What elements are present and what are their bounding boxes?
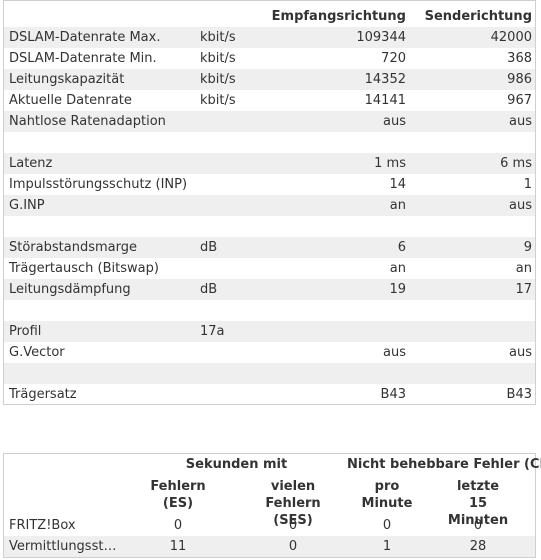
row-downstream-value: 19 — [389, 282, 406, 297]
table-row: DSLAM-Datenrate Max. kbit/s 109344 42000 — [4, 27, 535, 48]
group-header-crc: Nicht behebbare Fehler (CRC) — [347, 457, 541, 472]
row-upstream-value: 9 — [523, 240, 532, 255]
row-label: Profil — [9, 324, 42, 339]
cell-ses: 0 — [288, 518, 298, 533]
table-row: G.Vector aus aus — [4, 342, 535, 363]
table-row: Profil 17a — [4, 321, 535, 342]
row-downstream-value: 720 — [381, 51, 406, 66]
row-unit: kbit/s — [200, 30, 236, 45]
table-row — [4, 363, 535, 384]
row-unit: 17a — [200, 324, 225, 339]
cell-es: 11 — [169, 539, 187, 554]
row-upstream-value: aus — [509, 345, 532, 360]
row-unit: kbit/s — [200, 51, 236, 66]
row-upstream-value: 967 — [507, 93, 532, 108]
dsl-info-table: Empfangsrichtung Senderichtung DSLAM-Dat… — [3, 0, 536, 405]
row-upstream-value: 42000 — [490, 30, 532, 45]
col-header-pro-line2: Minute — [361, 496, 413, 511]
row-unit: kbit/s — [200, 72, 236, 87]
row-label: G.Vector — [9, 345, 65, 360]
table-row: Vermittlungsstelle 11 0 1 28 — [4, 536, 535, 557]
row-unit: kbit/s — [200, 93, 236, 108]
row-upstream-value: 17 — [515, 282, 532, 297]
table-row: Trägersatz B43 B43 — [4, 384, 535, 405]
table-row: FRITZ!Box 0 0 0 0 — [4, 515, 535, 536]
row-upstream-value: an — [515, 261, 532, 276]
cell-ses: 0 — [288, 539, 298, 554]
cell-crc-per-minute: 1 — [382, 539, 392, 554]
row-downstream-value: an — [389, 261, 406, 276]
row-label: Trägertausch (Bitswap) — [9, 261, 159, 276]
row-upstream-value: 6 ms — [500, 156, 532, 171]
dsl-table-header: Empfangsrichtung Senderichtung — [4, 6, 535, 27]
row-upstream-value: 986 — [507, 72, 532, 87]
header-upstream: Senderichtung — [424, 9, 532, 24]
row-label: Nahtlose Ratenadaption — [9, 114, 166, 129]
table-row — [4, 132, 535, 153]
row-label: Störabstandsmarge — [9, 240, 137, 255]
col-header-ses-line2: Fehlern (SES) — [265, 496, 321, 528]
table-row: Latenz 1 ms 6 ms — [4, 153, 535, 174]
row-label: Leitungsdämpfung — [9, 282, 131, 297]
row-upstream-value: aus — [509, 198, 532, 213]
cell-crc-last-15-min: 28 — [469, 539, 487, 554]
error-counter-table: Sekunden mit Nicht behebbare Fehler (CRC… — [3, 453, 541, 558]
row-upstream-value: B43 — [506, 387, 532, 402]
row-label: Latenz — [9, 156, 53, 171]
col-header-es: Fehlern (ES) — [150, 479, 206, 511]
row-downstream-value: B43 — [380, 387, 406, 402]
group-header-seconds: Sekunden mit — [185, 457, 288, 472]
row-downstream-value: aus — [383, 114, 406, 129]
row-label: Leitungskapazität — [9, 72, 125, 87]
row-label: Impulsstörungsschutz (INP) — [9, 177, 188, 192]
row-upstream-value: 1 — [523, 177, 532, 192]
cell-crc-last-15-min: 0 — [473, 518, 483, 533]
cell-es: 0 — [173, 518, 183, 533]
table-row: Aktuelle Datenrate kbit/s 14141 967 — [4, 90, 535, 111]
header-downstream: Empfangsrichtung — [271, 9, 406, 24]
row-downstream-value: 1 ms — [374, 156, 406, 171]
col-header-last-line1: letzte — [456, 479, 500, 494]
table-row: Störabstandsmarge dB 6 9 — [4, 237, 535, 258]
row-label: G.INP — [9, 198, 45, 213]
row-label: DSLAM-Datenrate Max. — [9, 30, 161, 45]
row-label: FRITZ!Box — [9, 518, 76, 533]
row-label: Aktuelle Datenrate — [9, 93, 132, 108]
table-row: Nahtlose Ratenadaption aus aus — [4, 111, 535, 132]
table-row: Leitungsdämpfung dB 19 17 — [4, 279, 535, 300]
row-downstream-value: 14352 — [364, 72, 406, 87]
row-downstream-value: 14 — [389, 177, 406, 192]
table-row: Leitungskapazität kbit/s 14352 986 — [4, 69, 535, 90]
row-upstream-value: 368 — [507, 51, 532, 66]
col-header-last-line2: 15 Minuten — [447, 496, 509, 528]
row-downstream-value: 6 — [397, 240, 406, 255]
table-row — [4, 300, 535, 321]
row-label: Vermittlungsstelle — [9, 539, 117, 554]
row-downstream-value: 14141 — [364, 93, 406, 108]
table-row: Impulsstörungsschutz (INP) 14 1 — [4, 174, 535, 195]
row-downstream-value: an — [389, 198, 406, 213]
row-upstream-value: aus — [509, 114, 532, 129]
table-row: Trägertausch (Bitswap) an an — [4, 258, 535, 279]
col-header-pro-line1: pro — [374, 479, 400, 494]
row-downstream-value: aus — [383, 345, 406, 360]
row-unit: dB — [200, 282, 218, 297]
row-label: Trägersatz — [9, 387, 77, 402]
table-row — [4, 216, 535, 237]
row-unit: dB — [200, 240, 218, 255]
table-row: G.INP an aus — [4, 195, 535, 216]
table-row: DSLAM-Datenrate Min. kbit/s 720 368 — [4, 48, 535, 69]
row-downstream-value: 109344 — [356, 30, 406, 45]
col-header-ses-line1: vielen — [270, 479, 316, 494]
row-label: DSLAM-Datenrate Min. — [9, 51, 157, 66]
cell-crc-per-minute: 0 — [382, 518, 392, 533]
